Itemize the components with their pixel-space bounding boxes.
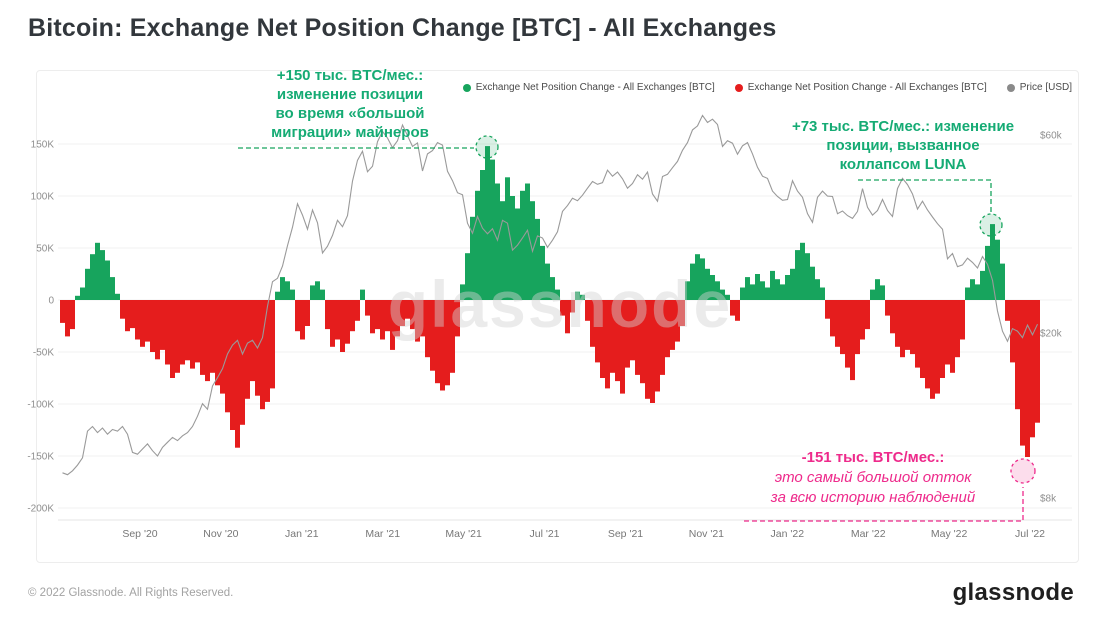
annotation-line: изменение позиции [276, 86, 424, 103]
page-title: Bitcoin: Exchange Net Position Change [B… [28, 14, 777, 42]
svg-text:Jan '21: Jan '21 [285, 528, 319, 540]
svg-text:Mar '22: Mar '22 [851, 528, 886, 540]
annotation-line: -151 тыс. BTC/мес.: [801, 449, 945, 466]
svg-text:May '22: May '22 [931, 528, 968, 540]
svg-text:150K: 150K [31, 140, 55, 151]
annotation-line: позиции, вызванное [826, 137, 980, 154]
svg-text:Sep '21: Sep '21 [608, 528, 643, 540]
annotation-line: коллапсом LUNA [839, 156, 967, 173]
gray-dot-icon [1006, 83, 1015, 92]
annotation-connectors [238, 135, 1036, 522]
svg-text:Mar '21: Mar '21 [365, 528, 400, 540]
svg-text:50K: 50K [36, 244, 54, 255]
svg-text:0: 0 [48, 296, 54, 307]
highlight-circle-miners [475, 135, 499, 159]
glassnode-logo: glassnode [952, 579, 1074, 606]
legend-item-price: Price [USD] [1006, 82, 1072, 93]
price-line [62, 114, 1038, 476]
axis-tick-labels: 150K 100K 50K 0 -50K -100K -150K -200K $60k $20k $… [27, 131, 1062, 540]
legend-item-net-position-red: Exchange Net Position Change - All Excha… [734, 82, 987, 93]
svg-text:Nov '20: Nov '20 [203, 528, 238, 540]
svg-text:-50K: -50K [33, 348, 54, 359]
svg-text:Jan '22: Jan '22 [771, 528, 805, 540]
green-dot-icon [462, 83, 471, 92]
svg-text:-200K: -200K [27, 504, 54, 515]
svg-text:Nov '21: Nov '21 [689, 528, 724, 540]
red-dot-icon [734, 83, 743, 92]
annotation-record-outflow: -151 тыс. BTC/мес.: это самый большой от… [740, 448, 1006, 508]
svg-text:Jul '21: Jul '21 [529, 528, 559, 540]
svg-text:May '21: May '21 [445, 528, 482, 540]
annotation-line: во время «большой [275, 105, 425, 122]
net-position-bars [60, 146, 1040, 457]
annotation-line: +150 тыс. BTC/мес.: [276, 67, 424, 84]
annotation-line: за всю историю наблюдений [770, 489, 976, 506]
legend-label: Price [USD] [1019, 82, 1072, 93]
annotation-line: +73 тыс. BTC/мес.: изменение [791, 118, 1015, 135]
legend-item-net-position-green: Exchange Net Position Change - All Excha… [462, 82, 715, 93]
highlight-circle-luna [979, 213, 1003, 237]
svg-text:$20k: $20k [1040, 329, 1063, 340]
copyright-text: © 2022 Glassnode. All Rights Reserved. [28, 587, 234, 599]
legend-label: Exchange Net Position Change - All Excha… [747, 82, 987, 93]
footer: © 2022 Glassnode. All Rights Reserved. g… [0, 575, 1100, 619]
chart-legend: Exchange Net Position Change - All Excha… [462, 82, 1072, 93]
svg-text:-100K: -100K [27, 400, 54, 411]
svg-text:-150K: -150K [27, 452, 54, 463]
legend-label: Exchange Net Position Change - All Excha… [475, 82, 715, 93]
svg-text:$60k: $60k [1040, 131, 1063, 142]
annotation-line: миграции» майнеров [271, 124, 429, 141]
highlight-circle-outflow [1010, 458, 1036, 484]
svg-text:Sep '20: Sep '20 [122, 528, 157, 540]
annotation-miner-migration: +150 тыс. BTC/мес.: изменение позиции во… [228, 66, 472, 142]
svg-text:$8k: $8k [1040, 493, 1057, 504]
svg-text:Jul '22: Jul '22 [1015, 528, 1045, 540]
svg-text:100K: 100K [31, 192, 55, 203]
annotation-line: это самый большой отток [774, 469, 972, 486]
annotation-luna-collapse: +73 тыс. BTC/мес.: изменение позиции, вы… [770, 117, 1036, 174]
